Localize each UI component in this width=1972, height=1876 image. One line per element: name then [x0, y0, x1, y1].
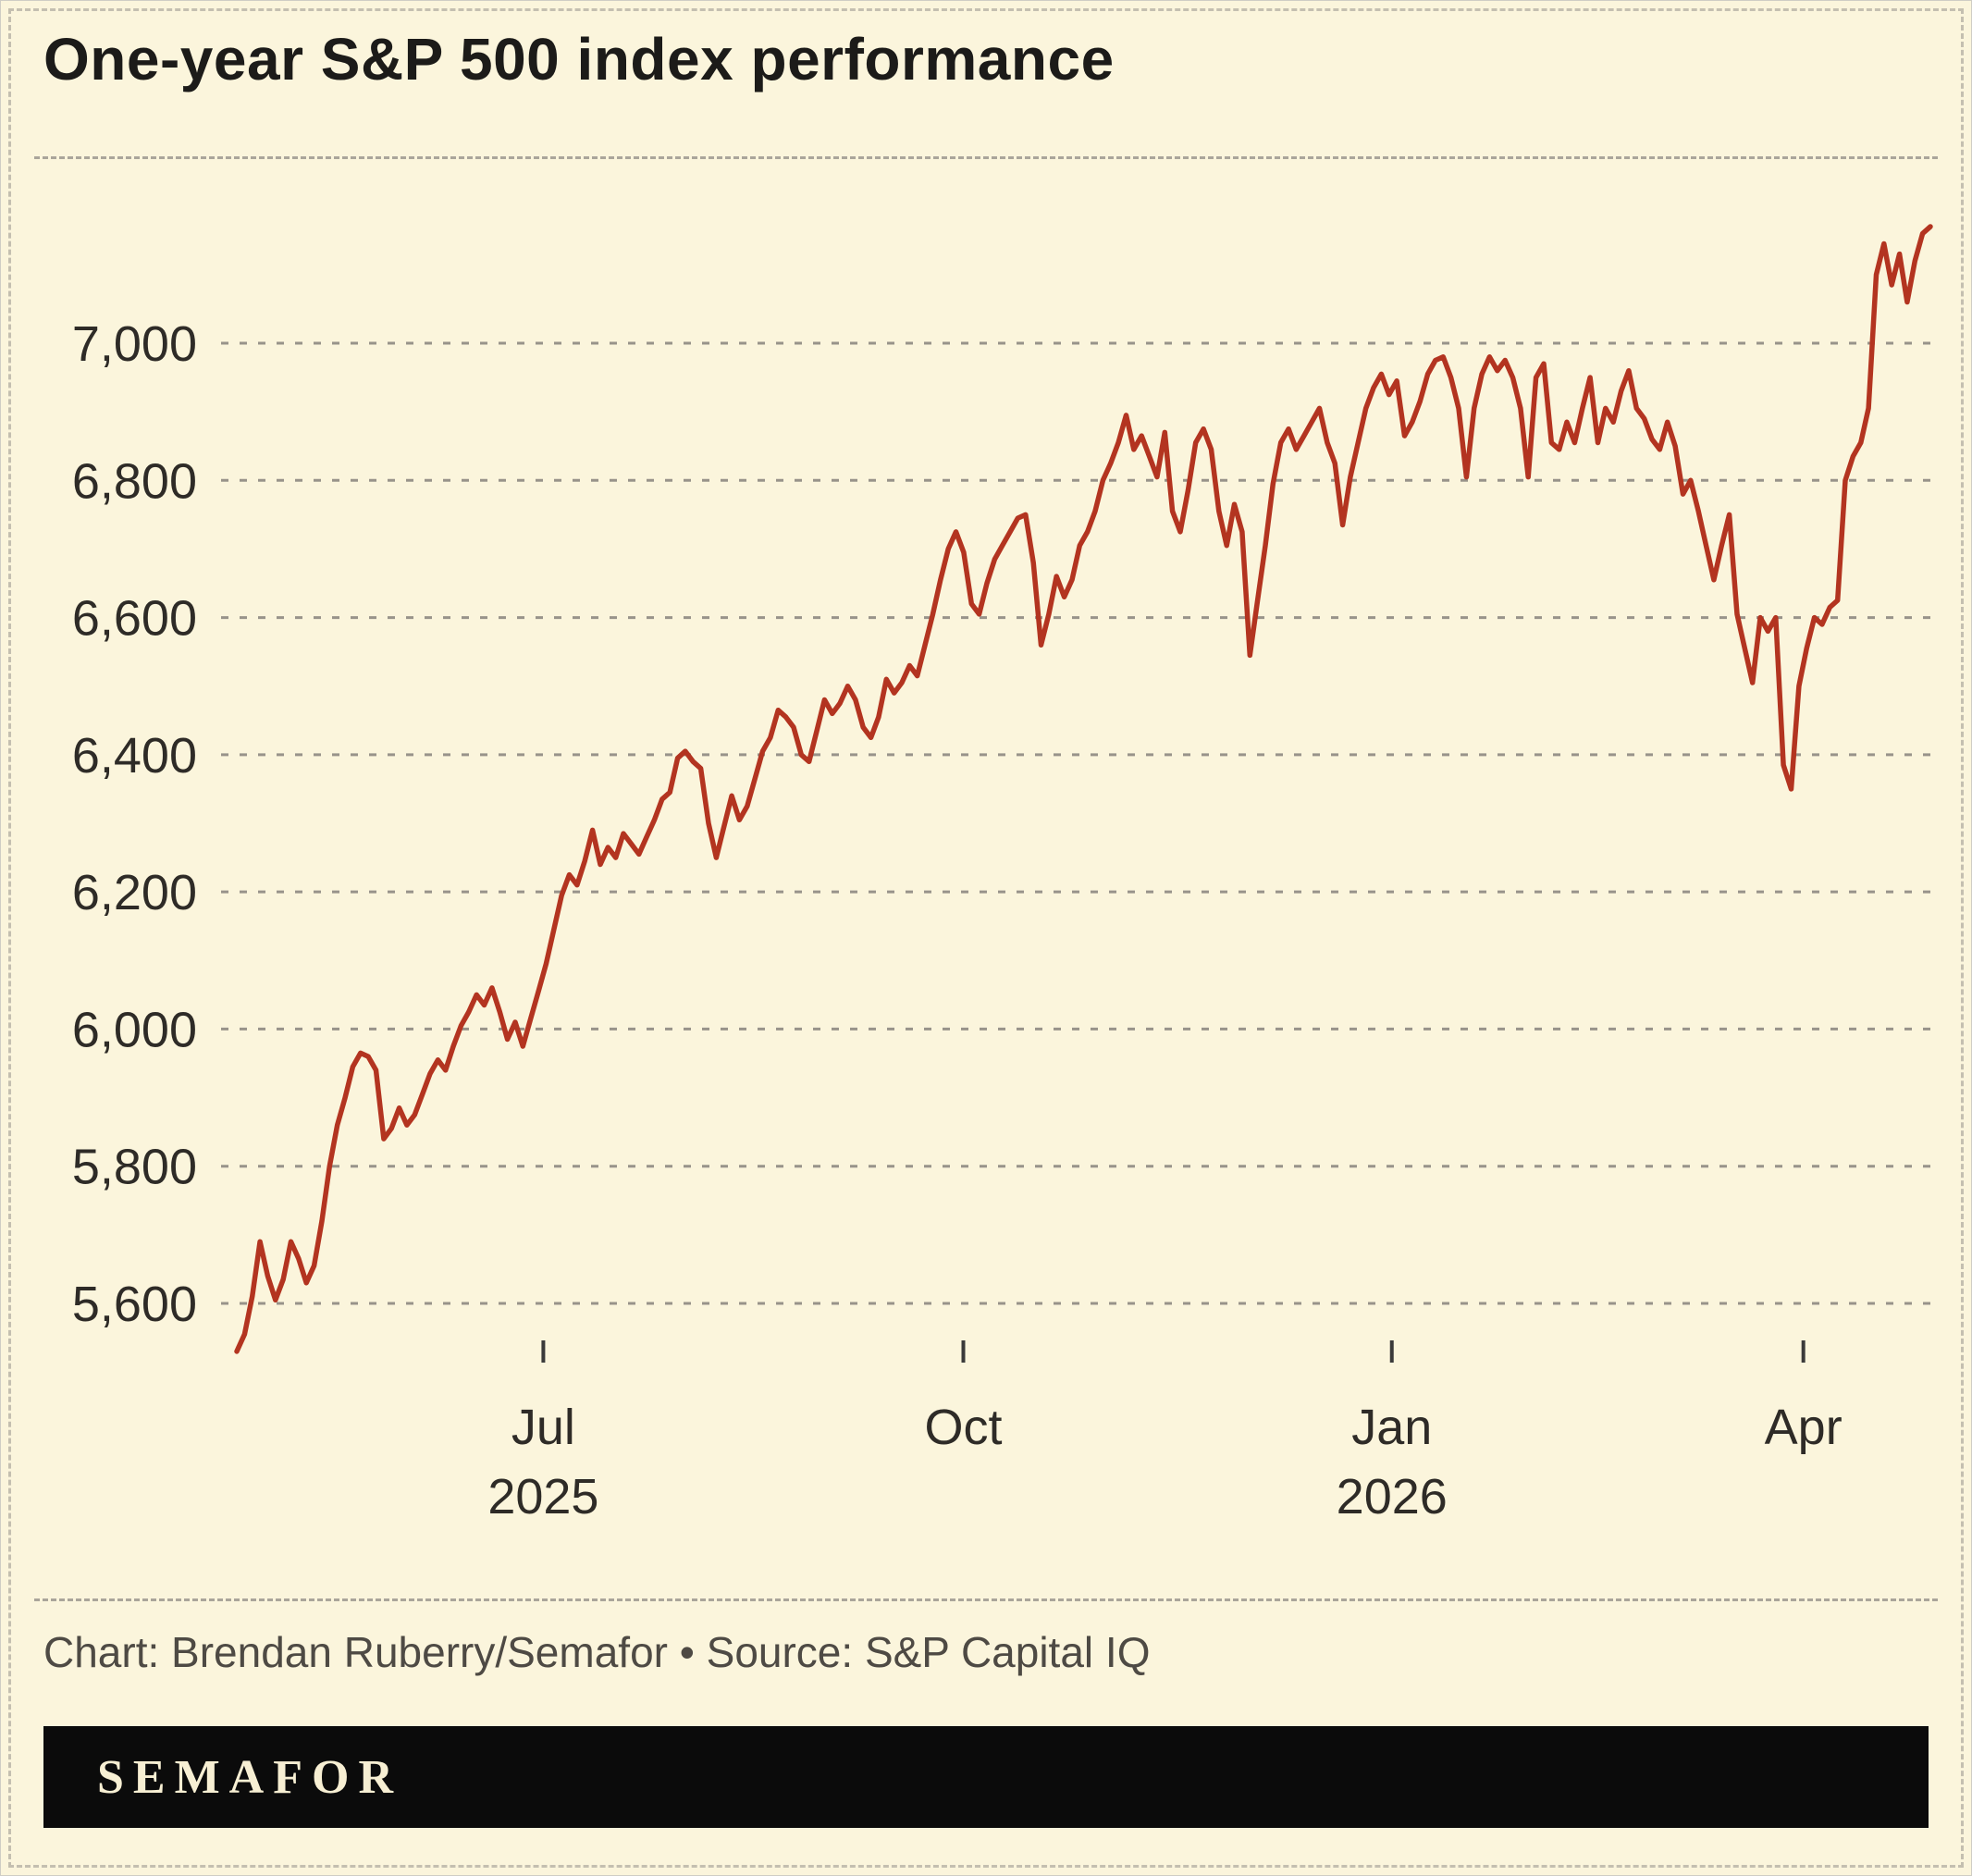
y-axis-label: 6,200	[72, 865, 197, 920]
semafor-logo-text: SEMAFOR	[97, 1750, 402, 1804]
y-axis-label: 6,600	[72, 591, 197, 647]
y-axis-label: 5,800	[72, 1140, 197, 1195]
x-axis-label: Jan	[1351, 1400, 1432, 1455]
y-axis-label: 6,800	[72, 453, 197, 509]
semafor-logo-bar: SEMAFOR	[43, 1726, 1929, 1828]
y-axis-label: 6,400	[72, 728, 197, 784]
top-divider	[34, 156, 1938, 159]
y-axis-label: 6,000	[72, 1002, 197, 1057]
x-axis-label: Apr	[1765, 1400, 1843, 1455]
x-axis-label: Oct	[924, 1400, 1002, 1455]
x-axis-label: Jul	[511, 1400, 575, 1455]
chart-title: One-year S&P 500 index performance	[43, 26, 1115, 93]
y-axis-label: 5,600	[72, 1277, 197, 1332]
bottom-divider	[34, 1598, 1938, 1601]
sp500-line	[234, 224, 1933, 1354]
x-axis-year-label: 2026	[1337, 1469, 1448, 1524]
y-axis-label: 7,000	[72, 316, 197, 372]
credit-line: Chart: Brendan Ruberry/Semafor • Source:…	[43, 1628, 1151, 1676]
x-axis-year-label: 2025	[487, 1469, 598, 1524]
card-border	[8, 8, 1964, 1868]
